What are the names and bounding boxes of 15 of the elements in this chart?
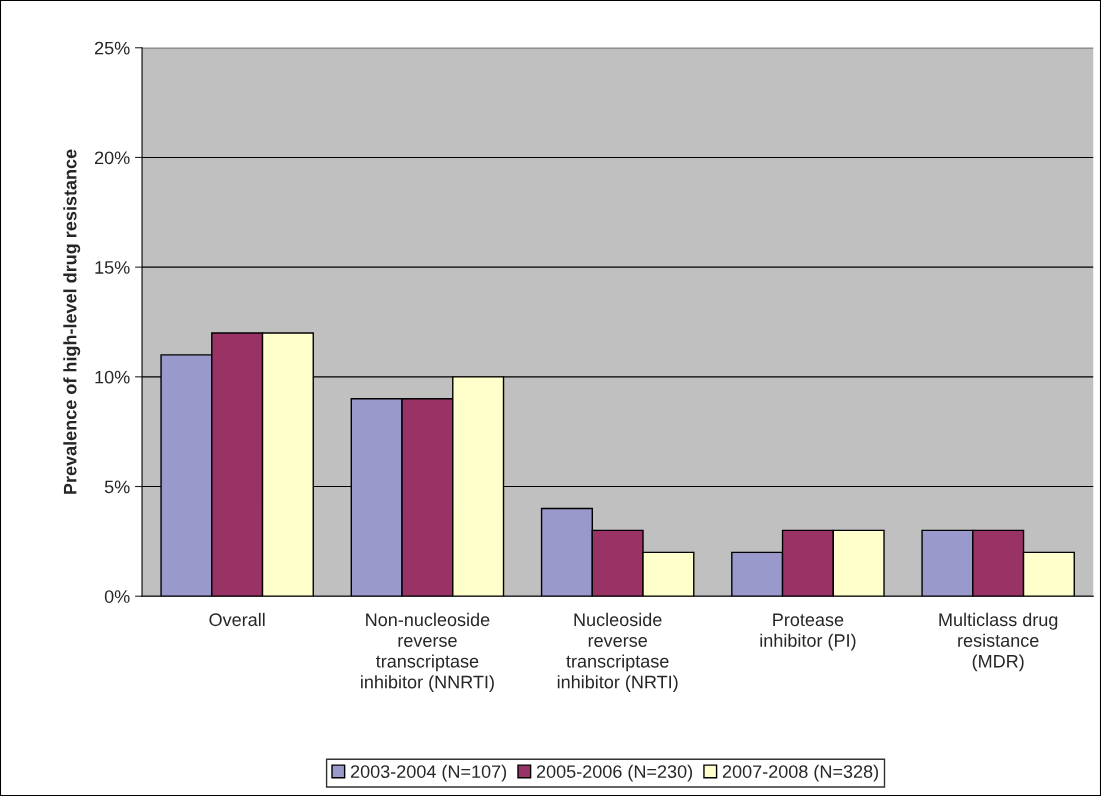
y-tick-label: 20%: [95, 151, 130, 165]
x-tick-label: Protease inhibitor (PI): [760, 613, 856, 651]
legend-label: 2003-2004 (N=107): [350, 764, 507, 782]
legend-label: 2007-2008 (N=328): [722, 764, 878, 782]
x-tick-label: Overall: [209, 612, 265, 627]
y-tick-label: 15%: [95, 261, 130, 274]
x-tick-label: Nucleoside reverse transcriptase inhibitor (NRTI): [557, 612, 678, 692]
y-tick-label: 25%: [95, 41, 130, 55]
y-tick-label: 5%: [104, 480, 130, 494]
legend-label: 2005-2006 (N=230): [536, 764, 693, 782]
x-tick-label: Non-nucleoside reverse transcriptase inhibitor (NNRTI): [361, 612, 494, 692]
y-tick-label: 0%: [104, 590, 130, 603]
y-axis-title: Prevalence of high-level drug resistance: [63, 149, 81, 494]
y-tick-label: 10%: [95, 370, 130, 384]
x-tick-label: Multiclass drug resistance (MDR): [939, 612, 1058, 672]
